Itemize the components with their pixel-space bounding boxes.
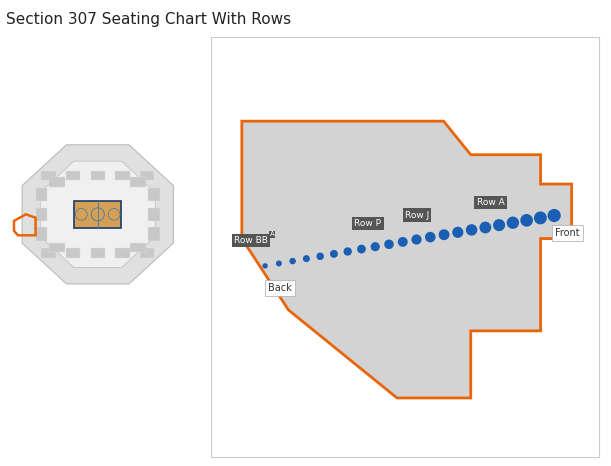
FancyBboxPatch shape — [140, 171, 154, 180]
FancyBboxPatch shape — [148, 208, 160, 221]
Polygon shape — [40, 161, 155, 267]
Point — [260, 262, 270, 269]
FancyBboxPatch shape — [140, 248, 154, 258]
Point — [315, 253, 325, 260]
FancyBboxPatch shape — [66, 171, 80, 180]
FancyBboxPatch shape — [148, 227, 160, 240]
Point — [494, 221, 504, 229]
FancyBboxPatch shape — [42, 248, 56, 258]
Point — [398, 238, 408, 246]
FancyBboxPatch shape — [115, 248, 130, 258]
FancyBboxPatch shape — [90, 248, 105, 258]
Text: Back: Back — [268, 282, 292, 293]
Point — [453, 229, 463, 236]
Text: Row P: Row P — [354, 219, 381, 228]
Point — [439, 231, 449, 239]
Polygon shape — [242, 121, 572, 398]
Point — [384, 240, 394, 248]
Text: Front: Front — [555, 228, 580, 238]
FancyBboxPatch shape — [66, 248, 80, 258]
FancyBboxPatch shape — [49, 242, 65, 252]
FancyBboxPatch shape — [131, 177, 146, 187]
Point — [425, 233, 435, 241]
Point — [549, 212, 559, 219]
Polygon shape — [22, 145, 174, 284]
Point — [274, 260, 284, 267]
Point — [343, 248, 353, 255]
FancyBboxPatch shape — [35, 227, 47, 240]
Text: Row BB: Row BB — [234, 236, 268, 245]
Text: Section 307 Seating Chart With Rows: Section 307 Seating Chart With Rows — [6, 12, 291, 27]
Text: Row A: Row A — [477, 198, 504, 207]
Point — [357, 245, 367, 253]
FancyBboxPatch shape — [49, 177, 65, 187]
FancyBboxPatch shape — [42, 171, 56, 180]
Point — [480, 224, 490, 231]
FancyBboxPatch shape — [35, 188, 47, 201]
FancyBboxPatch shape — [115, 171, 130, 180]
Point — [467, 226, 477, 233]
FancyBboxPatch shape — [74, 200, 122, 228]
Point — [301, 255, 311, 262]
FancyBboxPatch shape — [90, 171, 105, 180]
Text: A: A — [270, 231, 274, 237]
Point — [508, 219, 518, 226]
Point — [522, 217, 532, 224]
Point — [535, 214, 545, 222]
FancyBboxPatch shape — [148, 188, 160, 201]
Point — [412, 236, 422, 243]
FancyBboxPatch shape — [35, 208, 47, 221]
Point — [288, 257, 298, 265]
FancyBboxPatch shape — [131, 242, 146, 252]
Point — [329, 250, 339, 258]
Point — [370, 243, 380, 250]
Text: Row J: Row J — [405, 211, 429, 220]
